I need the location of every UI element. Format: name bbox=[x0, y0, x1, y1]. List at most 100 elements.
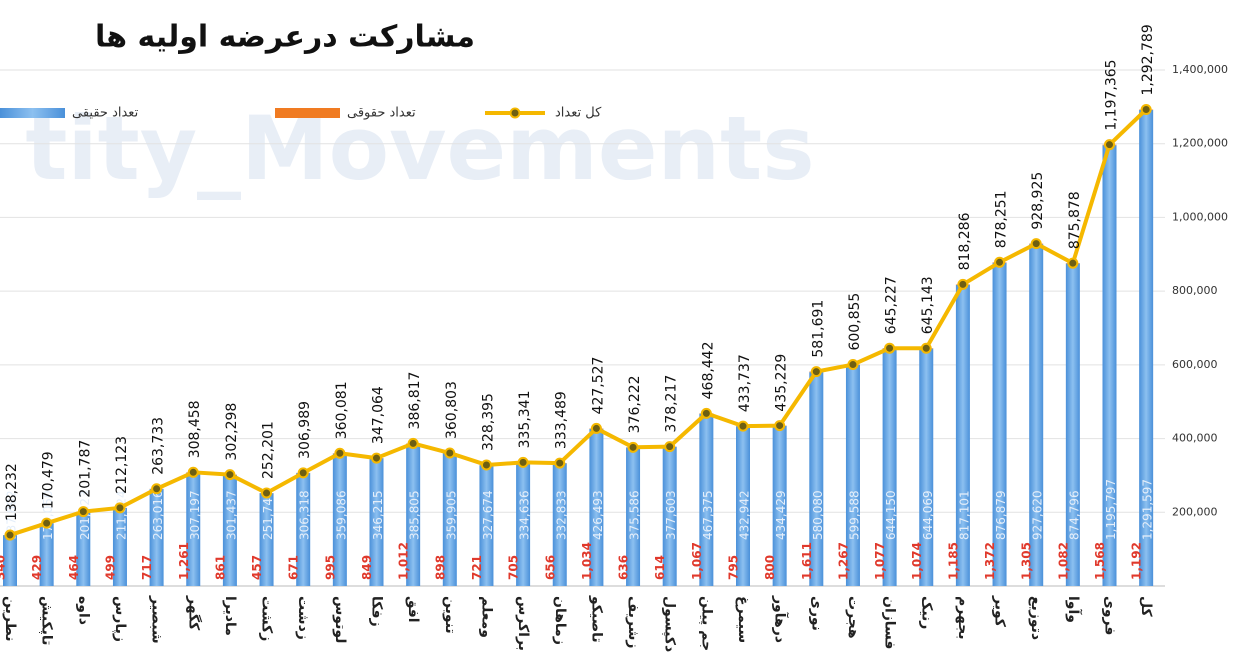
real-value-label: 327,674 bbox=[481, 490, 495, 540]
total-marker bbox=[444, 447, 456, 459]
x-tick-label: لوتوس bbox=[332, 596, 348, 643]
legal-value-label: 849 bbox=[360, 555, 374, 580]
total-marker bbox=[700, 407, 712, 419]
total-line bbox=[9, 108, 1148, 537]
total-marker bbox=[1104, 139, 1115, 151]
legend-label: تعداد حقیقی bbox=[72, 106, 139, 121]
legal-value-label: 1,267 bbox=[836, 542, 850, 580]
total-value-label: 308,458 bbox=[187, 400, 203, 458]
total-marker bbox=[371, 452, 382, 464]
real-value-label: 599,588 bbox=[847, 490, 861, 540]
legal-value-label: 861 bbox=[213, 555, 227, 580]
legend-label: تعداد حقوقی bbox=[347, 106, 416, 121]
bar-real bbox=[259, 493, 274, 586]
x-tick-label: زشریف bbox=[625, 596, 641, 648]
legal-value-label: 464 bbox=[67, 555, 81, 580]
total-value-label: 302,298 bbox=[224, 403, 240, 461]
total-marker bbox=[554, 457, 566, 469]
legend-marker bbox=[509, 107, 521, 119]
y-tick-label: 1,400,000 bbox=[1172, 63, 1228, 76]
x-tick-label: کل bbox=[1138, 596, 1154, 617]
total-value-label: 875,878 bbox=[1067, 191, 1083, 249]
total-value-label: 435,229 bbox=[774, 354, 790, 412]
real-value-label: 644,150 bbox=[884, 490, 898, 540]
bar-real bbox=[589, 428, 604, 586]
total-marker bbox=[847, 359, 859, 371]
real-value-label: 137,892 bbox=[5, 490, 19, 540]
legal-value-label: 1,034 bbox=[580, 542, 594, 580]
x-tick-label: فسازان bbox=[882, 596, 898, 649]
total-value-label: 928,925 bbox=[1030, 172, 1046, 230]
x-tick-label: زفکا bbox=[369, 596, 385, 627]
y-tick-label: 200,000 bbox=[1172, 505, 1218, 518]
real-value-label: 359,086 bbox=[334, 490, 348, 540]
bar-real bbox=[809, 372, 824, 586]
total-marker bbox=[994, 256, 1006, 268]
legal-value-label: 499 bbox=[103, 555, 117, 580]
total-marker bbox=[957, 278, 969, 290]
x-tick-label: زکشت bbox=[259, 596, 275, 641]
x-tick-label: زدشت bbox=[295, 596, 311, 640]
total-value-label: 600,855 bbox=[847, 293, 863, 351]
legal-value-label: 1,185 bbox=[946, 542, 960, 580]
bar-real bbox=[406, 443, 421, 586]
total-marker bbox=[151, 483, 163, 495]
x-tick-label: شبصیر bbox=[149, 595, 165, 644]
bar-real bbox=[1102, 145, 1117, 586]
legal-value-label: 1,372 bbox=[983, 542, 997, 580]
real-value-label: 307,197 bbox=[188, 490, 202, 540]
total-marker bbox=[664, 441, 676, 453]
total-marker bbox=[1140, 104, 1152, 116]
total-value-label: 201,787 bbox=[77, 440, 93, 498]
bar-real bbox=[845, 365, 860, 586]
legal-value-label: 671 bbox=[287, 555, 301, 580]
y-tick-label: 400,000 bbox=[1172, 432, 1218, 445]
real-value-label: 874,796 bbox=[1067, 490, 1081, 540]
real-value-label: 1,195,797 bbox=[1104, 479, 1118, 540]
total-value-label: 878,251 bbox=[994, 190, 1010, 248]
total-marker bbox=[774, 420, 786, 432]
real-value-label: 251,744 bbox=[261, 490, 275, 540]
bar-real bbox=[39, 523, 54, 586]
x-tick-label: فروی bbox=[1102, 596, 1118, 635]
legal-value-label: 800 bbox=[763, 555, 777, 580]
total-value-label: 138,232 bbox=[4, 463, 20, 521]
total-marker bbox=[884, 342, 896, 354]
total-marker bbox=[1067, 257, 1079, 269]
x-tick-label: کگهر bbox=[185, 595, 202, 631]
legal-value-label: 1,077 bbox=[873, 542, 887, 580]
total-value-label: 818,286 bbox=[957, 212, 973, 270]
real-value-label: 346,215 bbox=[371, 490, 385, 540]
real-value-label: 375,586 bbox=[628, 490, 642, 540]
total-marker bbox=[920, 342, 932, 354]
total-marker bbox=[114, 502, 126, 514]
y-tick-label: 1,000,000 bbox=[1172, 210, 1228, 223]
y-tick-label: 800,000 bbox=[1172, 284, 1218, 297]
real-value-label: 332,833 bbox=[554, 490, 568, 540]
x-tick-label: زپارس bbox=[112, 596, 128, 642]
total-value-label: 170,479 bbox=[41, 451, 57, 509]
total-marker bbox=[77, 506, 89, 518]
bar-real bbox=[76, 511, 91, 586]
total-value-label: 360,081 bbox=[334, 381, 350, 439]
real-value-label: 927,620 bbox=[1031, 490, 1045, 540]
bar-real bbox=[369, 458, 384, 586]
bar-real bbox=[1139, 109, 1154, 586]
bar-real bbox=[3, 535, 17, 586]
total-value-label: 335,341 bbox=[517, 390, 533, 448]
x-tick-label: تاصیکو bbox=[588, 595, 604, 643]
bar-real bbox=[992, 262, 1007, 586]
y-tick-label: 600,000 bbox=[1172, 358, 1218, 371]
legal-value-label: 795 bbox=[727, 555, 741, 580]
real-value-label: 359,905 bbox=[444, 490, 458, 540]
total-value-label: 328,395 bbox=[480, 393, 496, 451]
legal-value-label: 636 bbox=[617, 555, 631, 580]
bar-real bbox=[332, 453, 347, 586]
bar-real bbox=[955, 284, 970, 586]
legend-label: کل تعداد bbox=[555, 106, 602, 121]
total-marker bbox=[1030, 238, 1042, 250]
x-tick-label: دتوزیع bbox=[1028, 596, 1044, 640]
legal-value-label: 898 bbox=[433, 555, 447, 580]
total-value-label: 427,527 bbox=[590, 357, 606, 415]
